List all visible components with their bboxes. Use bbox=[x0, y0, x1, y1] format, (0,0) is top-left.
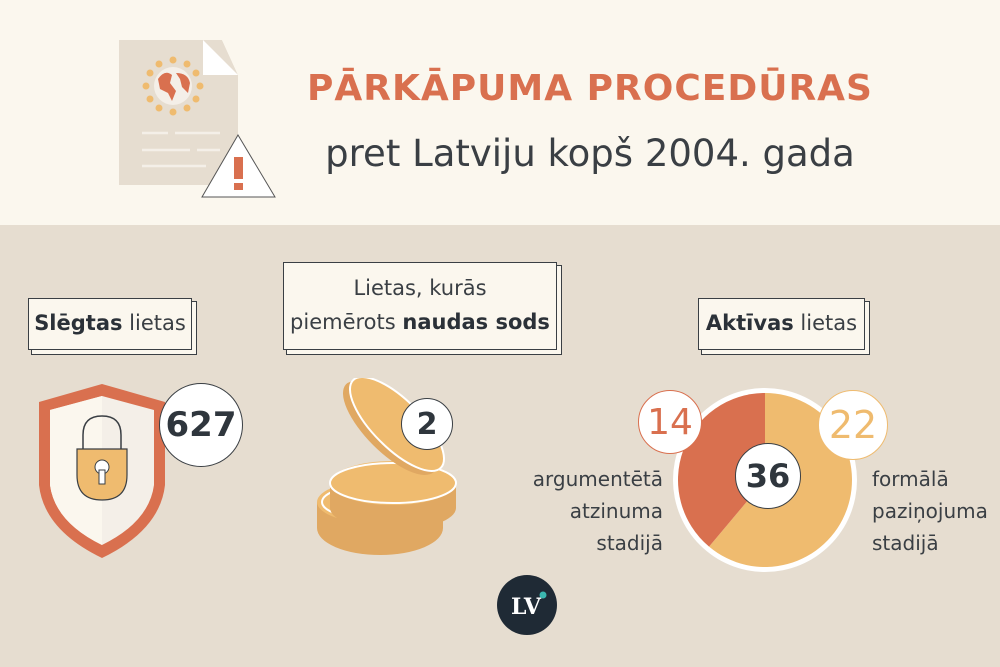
closed-count-badge: 627 bbox=[159, 383, 243, 467]
argued-stage-label: argumentētā atzinuma stadijā bbox=[520, 463, 663, 559]
lv-logo: LV bbox=[497, 575, 557, 635]
active-cases-label: Aktīvas lietas bbox=[698, 298, 865, 350]
coins-icon bbox=[317, 378, 457, 555]
formal-count-badge: 22 bbox=[818, 390, 888, 460]
page-title: PĀRKĀPUMA PROCEDŪRAS bbox=[307, 68, 873, 109]
fined-cases-label: Lietas, kurās piemērots naudas sods bbox=[283, 262, 557, 350]
document-warning-icon bbox=[119, 40, 276, 198]
fined-label-bold: naudas sods bbox=[402, 310, 550, 334]
closed-cases-label: Slēgtas lietas bbox=[28, 298, 192, 350]
formal-line1: formālā bbox=[872, 467, 949, 491]
fined-label-rest: piemērots bbox=[290, 310, 403, 334]
fined-label-line1: Lietas, kurās bbox=[353, 276, 487, 301]
argued-line1: argumentētā bbox=[532, 467, 663, 491]
active-label-bold: Aktīvas bbox=[705, 311, 794, 336]
argued-line2: atzinuma bbox=[569, 499, 663, 523]
fined-count-badge: 2 bbox=[401, 398, 453, 450]
argued-line3: stadijā bbox=[596, 531, 663, 555]
formal-stage-label: formālā paziņojuma stadijā bbox=[872, 463, 1000, 559]
formal-line2: paziņojuma bbox=[872, 499, 988, 523]
page-subtitle: pret Latviju kopš 2004. gada bbox=[325, 132, 855, 175]
active-total-badge: 36 bbox=[735, 443, 801, 509]
closed-label-rest: lietas bbox=[122, 311, 186, 336]
shield-lock-icon bbox=[39, 384, 165, 558]
formal-line3: stadijā bbox=[872, 531, 939, 555]
svg-text:LV: LV bbox=[511, 594, 542, 620]
active-label-rest: lietas bbox=[793, 311, 858, 336]
closed-label-bold: Slēgtas bbox=[34, 311, 123, 336]
argued-count-badge: 14 bbox=[638, 390, 702, 454]
